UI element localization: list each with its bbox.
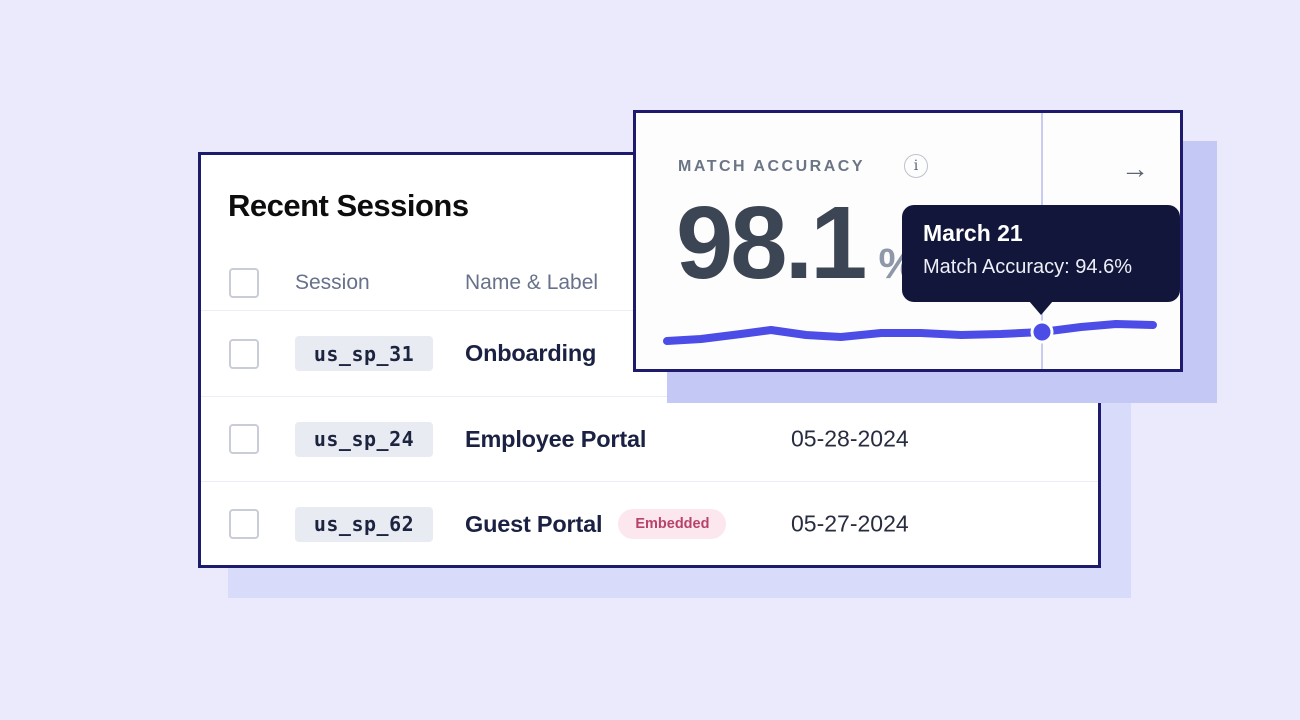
session-id-chip: us_sp_62: [295, 506, 433, 542]
row-checkbox[interactable]: [229, 424, 259, 454]
session-id-chip: us_sp_31: [295, 336, 433, 371]
row-checkbox[interactable]: [229, 509, 259, 539]
session-name: Guest Portal: [465, 510, 603, 537]
session-name: Employee Portal: [465, 425, 647, 452]
select-all-checkbox[interactable]: [229, 267, 259, 298]
info-icon[interactable]: i: [904, 154, 928, 178]
chart-tooltip: March 21 Match Accuracy: 94.6%: [902, 205, 1180, 315]
table-row[interactable]: us_sp_62 Guest Portal Embedded 05-27-202…: [201, 481, 1098, 566]
metric-value: 98.1: [676, 185, 867, 300]
session-id-chip: us_sp_24: [295, 421, 433, 457]
metric-value-group: 98.1 %: [676, 191, 917, 294]
highlight-dot: [1030, 320, 1054, 344]
session-date: 05-27-2024: [791, 510, 909, 537]
row-checkbox[interactable]: [229, 338, 259, 369]
session-name: Onboarding: [465, 340, 597, 366]
column-header-session: Session: [295, 270, 370, 294]
column-header-name-label: Name & Label: [465, 270, 599, 294]
metric-label: MATCH ACCURACY: [678, 158, 865, 175]
tooltip-title: March 21: [923, 220, 1023, 246]
match-accuracy-card: MATCH ACCURACY i → 98.1 % March 21 Match…: [633, 110, 1183, 372]
status-badge: Embedded: [618, 509, 727, 539]
tooltip-body: Match Accuracy: 94.6%: [923, 256, 1132, 278]
arrow-right-icon[interactable]: →: [1121, 153, 1149, 184]
session-date: 05-28-2024: [791, 425, 909, 452]
table-row[interactable]: us_sp_31 Onboarding: [201, 311, 1098, 396]
sparkline-path: [663, 320, 1157, 345]
table-row[interactable]: us_sp_24 Employee Portal 05-28-2024: [201, 396, 1098, 481]
page-title: Recent Sessions: [228, 188, 469, 223]
table-body: us_sp_31 Onboarding us_sp_24 Employee Po…: [201, 311, 1098, 566]
